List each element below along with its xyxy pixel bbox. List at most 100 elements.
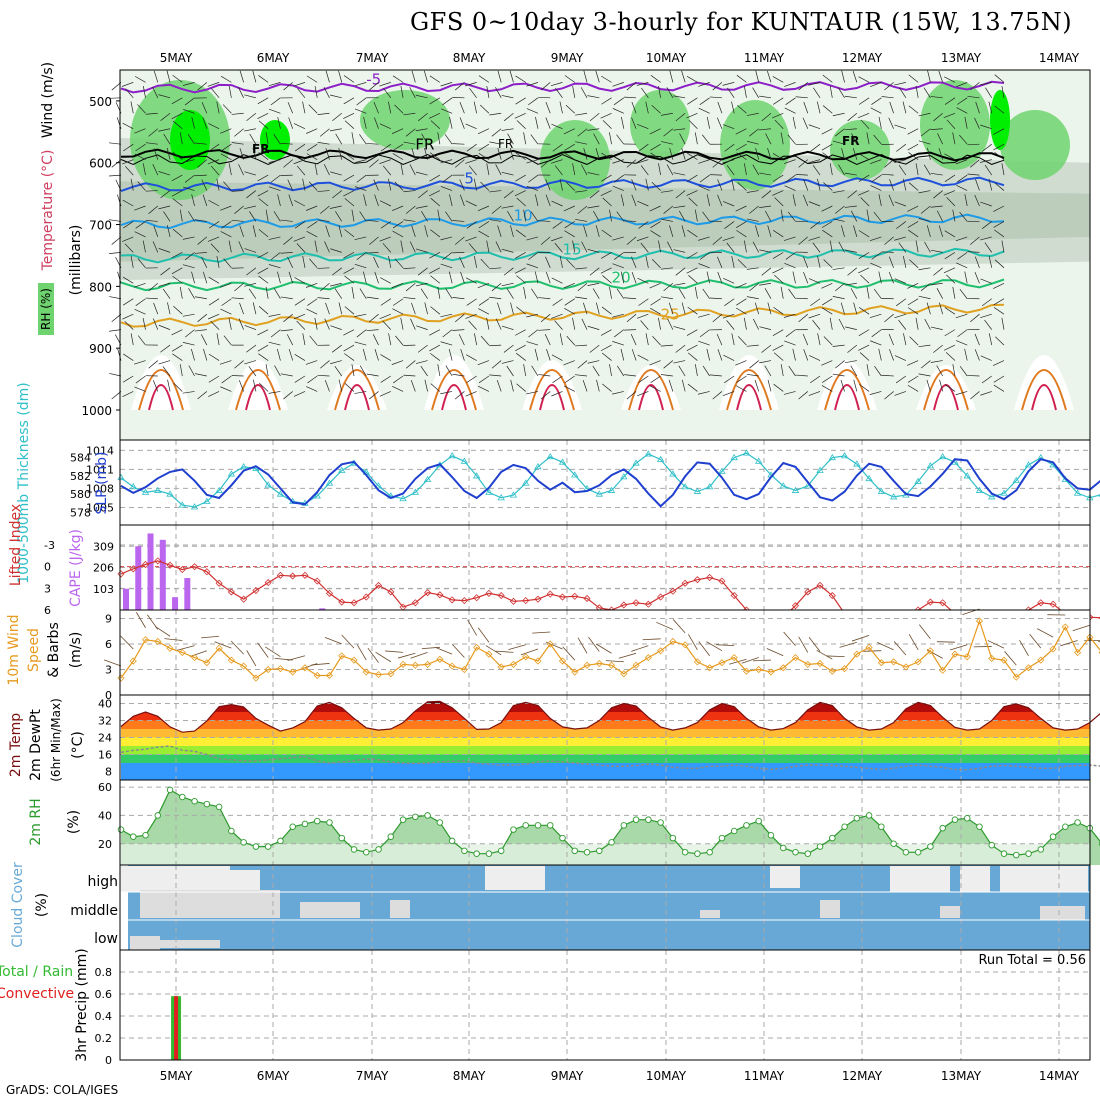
wind-barb bbox=[764, 210, 772, 222]
wind-barb bbox=[624, 220, 637, 222]
wind-barb bbox=[134, 308, 146, 315]
wind-barb bbox=[631, 271, 637, 284]
wind-barb-10m bbox=[949, 644, 968, 651]
wind-barb bbox=[550, 82, 563, 87]
wind-barb-10m bbox=[246, 650, 257, 667]
wind-barb bbox=[583, 302, 588, 315]
wind-barb bbox=[109, 373, 122, 377]
wind-barb bbox=[351, 132, 355, 145]
wind-barb bbox=[121, 82, 134, 87]
wind-barb bbox=[182, 391, 195, 394]
wind-barb bbox=[429, 190, 441, 197]
wind-barb bbox=[429, 267, 441, 274]
rh-line-point bbox=[497, 847, 505, 855]
wind-barb bbox=[660, 190, 673, 193]
wind-barb bbox=[265, 286, 269, 299]
rh-line-point bbox=[608, 839, 615, 846]
thickness-line-point bbox=[840, 452, 849, 459]
wind-barb bbox=[829, 240, 833, 253]
wind-barb bbox=[884, 391, 894, 400]
wind-barb bbox=[575, 190, 588, 193]
wind-barb bbox=[334, 365, 343, 377]
wind-barb bbox=[444, 134, 453, 145]
wind-barb bbox=[920, 128, 931, 137]
wind-barb bbox=[687, 152, 698, 160]
wind-barb bbox=[283, 313, 293, 323]
wind-barb bbox=[448, 271, 453, 284]
wind-barb bbox=[589, 267, 600, 276]
wind-barb bbox=[379, 123, 391, 130]
wind-barb bbox=[424, 147, 428, 160]
lifted-index-line-point bbox=[939, 599, 947, 607]
wind-barb bbox=[210, 165, 220, 176]
wind-barb bbox=[167, 379, 171, 392]
x-tick-label-bottom: 10MAY bbox=[646, 1069, 687, 1083]
wind-barb bbox=[970, 313, 980, 323]
rh-line-point bbox=[252, 843, 260, 850]
wind-barb bbox=[858, 153, 870, 160]
wind-speed-line-point bbox=[154, 637, 162, 646]
rh-tick-label: 60 bbox=[98, 781, 112, 794]
wind-barb bbox=[660, 374, 673, 377]
slp-axis-label: SLP (mb) bbox=[94, 451, 110, 514]
rh-line-point bbox=[743, 822, 750, 829]
wind-barb bbox=[850, 365, 858, 377]
wind-barb bbox=[686, 252, 698, 259]
wind-barb bbox=[970, 159, 980, 168]
wind-barb bbox=[366, 373, 379, 377]
lifted-index-line-point bbox=[166, 561, 174, 569]
wind-speed-line-point bbox=[706, 664, 714, 672]
wind-barb bbox=[955, 313, 968, 319]
x-tick-label-bottom: 12MAY bbox=[842, 1069, 883, 1083]
wind-barb bbox=[216, 178, 220, 191]
wind-barb bbox=[601, 252, 612, 259]
wind-barb bbox=[844, 282, 857, 286]
rh-line-point bbox=[448, 837, 456, 845]
wind-barb bbox=[817, 178, 821, 191]
thickness-line-point bbox=[411, 488, 420, 495]
wind-barb bbox=[577, 128, 588, 137]
wind-barb bbox=[416, 325, 428, 330]
wind-barb bbox=[182, 264, 195, 269]
wind-barb bbox=[587, 249, 600, 253]
wind-barb bbox=[343, 75, 355, 83]
wind-barb bbox=[686, 329, 698, 336]
wind-barb bbox=[759, 360, 772, 364]
wind-barb bbox=[437, 209, 441, 222]
wind-barb bbox=[955, 159, 968, 165]
wind-barb bbox=[587, 325, 600, 330]
wind-barb bbox=[354, 341, 367, 346]
wind-barb bbox=[449, 116, 453, 129]
wind-barb bbox=[306, 386, 318, 392]
wind-barb bbox=[944, 384, 956, 392]
wind-barb bbox=[171, 329, 183, 336]
wind-barb bbox=[403, 190, 416, 193]
rh-line-point bbox=[1037, 846, 1045, 853]
wind-barb bbox=[197, 313, 208, 323]
wind-barb-10m bbox=[1004, 651, 1017, 666]
wind-barb bbox=[294, 375, 306, 383]
wind-barb bbox=[795, 96, 808, 99]
wind-barb bbox=[944, 307, 956, 315]
wind-barb bbox=[681, 225, 686, 238]
wind-barb bbox=[840, 302, 845, 315]
wind-barb bbox=[220, 231, 232, 238]
wind-barb bbox=[601, 97, 612, 105]
wind-barb bbox=[577, 205, 588, 214]
lifted-index-line-point bbox=[522, 597, 530, 605]
wind-barb bbox=[559, 178, 563, 191]
wind-barb bbox=[535, 116, 539, 129]
wind-barb bbox=[501, 248, 514, 253]
wind-barb bbox=[458, 334, 465, 346]
wind-barb bbox=[841, 70, 845, 83]
lifted-index-line-point bbox=[657, 593, 665, 601]
wind-barb bbox=[727, 87, 735, 99]
wind-barb bbox=[952, 209, 956, 222]
wind-barb bbox=[915, 317, 919, 330]
wind-barb bbox=[265, 209, 269, 222]
chart-title: GFS 0~10day 3-hourly for KUNTAUR (15W, 1… bbox=[410, 8, 1073, 36]
lifted-index-line-point bbox=[473, 594, 481, 602]
wind-barb bbox=[478, 75, 490, 83]
wind-barb bbox=[465, 391, 477, 397]
wind-barb bbox=[829, 317, 833, 330]
